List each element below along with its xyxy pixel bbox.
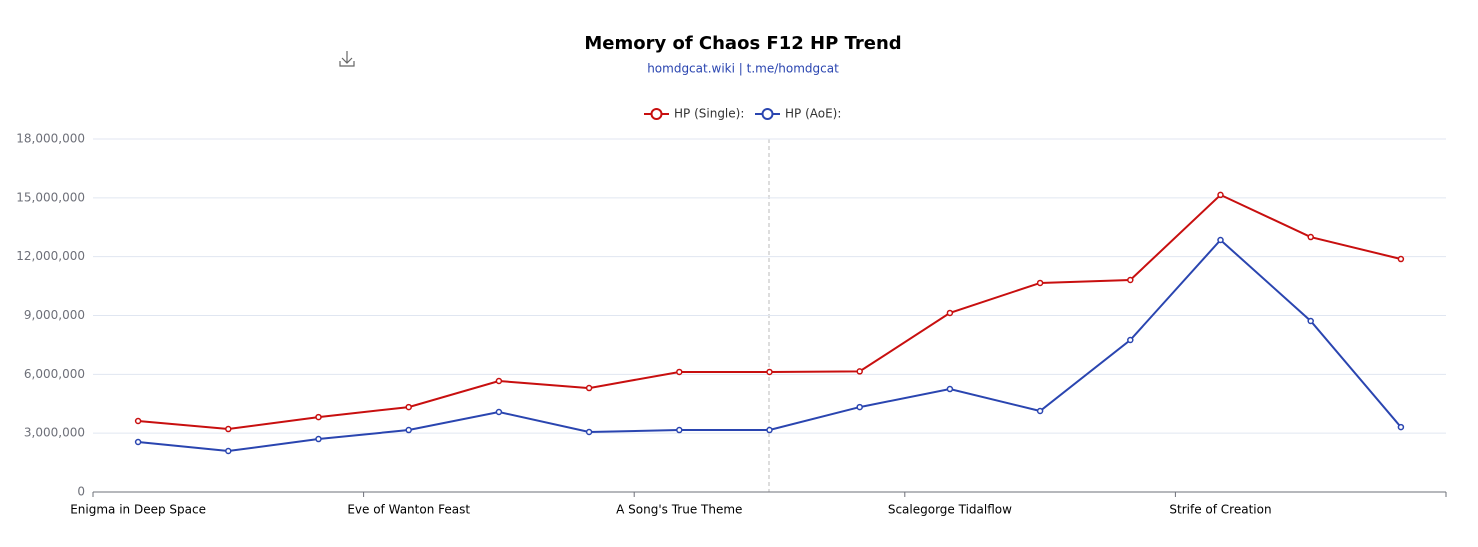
x-tick-label: A Song's True Theme <box>616 503 742 517</box>
data-point[interactable] <box>856 368 863 375</box>
data-point[interactable] <box>1397 423 1405 431</box>
data-point[interactable] <box>1307 317 1314 325</box>
data-point[interactable] <box>1036 279 1044 287</box>
data-point[interactable] <box>495 408 503 416</box>
x-tick-label: Eve of Wanton Feast <box>347 503 470 517</box>
data-point[interactable] <box>856 403 863 411</box>
data-point[interactable] <box>946 309 954 317</box>
data-point[interactable] <box>405 403 412 411</box>
y-tick-label: 9,000,000 <box>24 308 85 322</box>
data-point[interactable] <box>1127 336 1134 344</box>
y-tick-label: 3,000,000 <box>24 426 85 440</box>
data-point[interactable] <box>766 426 773 434</box>
data-point[interactable] <box>1307 233 1314 241</box>
data-point[interactable] <box>1217 236 1224 244</box>
data-point[interactable] <box>134 417 142 425</box>
data-point[interactable] <box>1036 407 1044 415</box>
data-point[interactable] <box>405 426 412 434</box>
data-point[interactable] <box>1217 191 1224 199</box>
data-point[interactable] <box>1127 276 1134 284</box>
download-icon[interactable] <box>339 51 355 67</box>
y-tick-label: 12,000,000 <box>16 249 85 263</box>
data-point[interactable] <box>315 435 322 443</box>
data-point[interactable] <box>225 447 232 455</box>
data-point[interactable] <box>225 425 232 433</box>
y-tick-label: 15,000,000 <box>16 190 85 204</box>
data-point[interactable] <box>585 428 593 436</box>
data-point[interactable] <box>676 426 683 434</box>
y-tick-label: 6,000,000 <box>24 367 85 381</box>
data-point[interactable] <box>495 377 503 385</box>
data-point[interactable] <box>315 413 322 421</box>
legend-label[interactable]: HP (AoE): <box>785 107 841 121</box>
legend-symbol[interactable] <box>761 108 774 120</box>
data-point[interactable] <box>766 368 773 376</box>
x-tick-label: Scalegorge Tidalflow <box>888 503 1012 517</box>
x-tick-label: Strife of Creation <box>1169 503 1271 517</box>
x-tick-label: Enigma in Deep Space <box>70 503 206 517</box>
data-point[interactable] <box>946 385 954 393</box>
chart-title: Memory of Chaos F12 HP Trend <box>584 33 901 54</box>
legend-symbol[interactable] <box>650 108 663 120</box>
data-point[interactable] <box>676 368 683 376</box>
y-tick-label: 0 <box>77 485 85 499</box>
download-glyph[interactable] <box>339 51 355 67</box>
data-point[interactable] <box>585 384 593 392</box>
chart-subtitle: homdgcat.wiki | t.me/homdgcat <box>647 62 839 76</box>
legend-label[interactable]: HP (Single): <box>674 107 744 121</box>
y-tick-label: 18,000,000 <box>16 132 85 146</box>
data-point[interactable] <box>134 438 142 446</box>
data-point[interactable] <box>1397 255 1405 263</box>
